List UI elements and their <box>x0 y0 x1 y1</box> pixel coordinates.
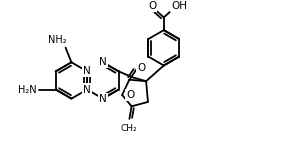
Text: CH₂: CH₂ <box>120 124 137 133</box>
Text: N: N <box>83 85 91 95</box>
Text: N: N <box>83 66 91 76</box>
Text: N: N <box>99 57 107 67</box>
Text: O: O <box>148 1 156 11</box>
Text: N: N <box>99 94 107 104</box>
Text: NH₂: NH₂ <box>48 35 67 45</box>
Text: H₂N: H₂N <box>18 85 37 95</box>
Text: OH: OH <box>172 1 187 11</box>
Text: O: O <box>137 63 146 73</box>
Text: O: O <box>126 90 134 100</box>
